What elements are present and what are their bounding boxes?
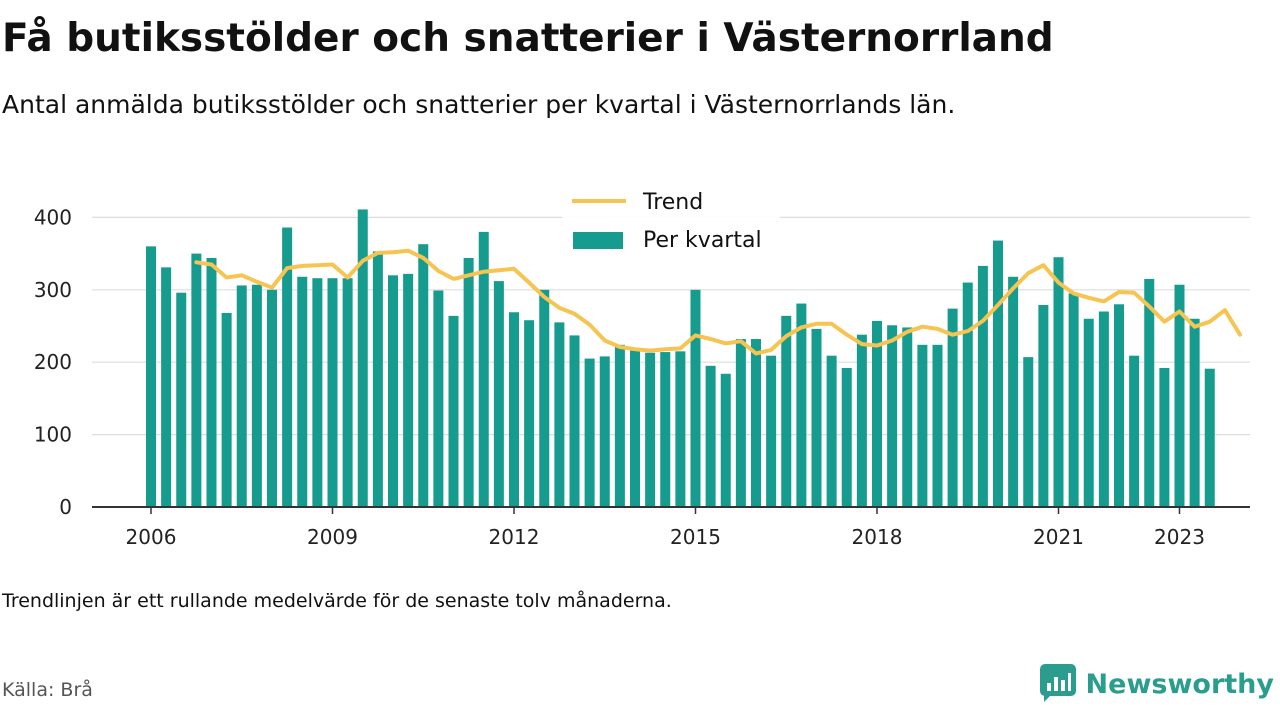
- bar-q52: [917, 344, 928, 507]
- brand-name: Newsworthy: [1085, 668, 1274, 700]
- bar-q15: [357, 209, 368, 507]
- x-tick-label: 2009: [307, 525, 358, 549]
- bar-q8: [251, 284, 262, 507]
- source-label: Källa: Brå: [2, 679, 93, 701]
- bar-q3: [176, 292, 187, 507]
- bar-q41: [751, 339, 761, 507]
- bar-q21: [448, 315, 459, 507]
- bar-q1: [146, 246, 156, 508]
- bar-q30: [584, 358, 595, 507]
- bar-q53: [932, 344, 943, 507]
- bar-q9: [267, 289, 277, 507]
- x-tick-label: 2018: [852, 525, 903, 549]
- bar-q47: [841, 367, 852, 507]
- bar-q54: [947, 308, 958, 507]
- bar-q46: [826, 355, 837, 507]
- bar-q17: [388, 275, 398, 507]
- bar-q18: [403, 273, 414, 507]
- bar-q39: [720, 373, 731, 507]
- bar-q11: [297, 276, 308, 507]
- bar-q37: [690, 289, 701, 507]
- bar-q25: [509, 312, 519, 507]
- legend-bar-swatch: [573, 232, 623, 249]
- bar-q66: [1129, 355, 1140, 507]
- bar-q35: [660, 352, 671, 507]
- bar-q58: [1008, 276, 1019, 507]
- brand-logo: Newsworthy: [1039, 664, 1274, 704]
- bar-q14: [342, 278, 353, 507]
- legend-bar-label: Per kvartal: [643, 228, 762, 253]
- bar-q48: [856, 334, 867, 507]
- bar-q28: [554, 322, 565, 507]
- bar-q49: [872, 320, 882, 507]
- bar-q16: [372, 251, 383, 507]
- x-tick-label: 2023: [1154, 525, 1205, 549]
- bar-q56: [977, 265, 988, 507]
- x-tick-label: 2012: [489, 525, 540, 549]
- bar-q64: [1098, 311, 1109, 507]
- bar-q29: [569, 335, 580, 507]
- bar-q36: [675, 351, 686, 507]
- trend-line: [194, 248, 1242, 356]
- bar-q26: [524, 320, 535, 507]
- bar-q63: [1083, 318, 1094, 507]
- bar-q19: [418, 244, 429, 508]
- bar-q69: [1174, 284, 1185, 507]
- bar-q44: [796, 303, 807, 507]
- y-tick-label: 0: [59, 495, 72, 519]
- x-tick-label: 2021: [1033, 525, 1084, 549]
- bar-q4: [191, 253, 202, 507]
- bar-q42: [766, 355, 777, 507]
- legend-trend-label: Trend: [642, 190, 703, 215]
- bar-q2: [161, 267, 172, 507]
- bar-q12: [312, 278, 323, 507]
- bar-q22: [463, 257, 474, 507]
- bar-q7: [236, 285, 247, 507]
- bar-q32: [614, 344, 625, 507]
- bar-q43: [781, 315, 792, 507]
- x-tick-label: 2015: [670, 525, 721, 549]
- bar-q34: [645, 352, 656, 507]
- chart-area: 0 100 200 300 400 2006 2009 2012 2015 2018 2021 202…: [0, 170, 1280, 560]
- bar-q10: [282, 227, 293, 507]
- bar-q70: [1189, 318, 1200, 507]
- bar-q38: [705, 365, 716, 507]
- bar-q61: [1053, 257, 1064, 507]
- bar-q59: [1023, 357, 1034, 507]
- chart-subtitle: Antal anmälda butiksstölder och snatteri…: [2, 90, 956, 119]
- chart-title: Få butiksstölder och snatterier i Väster…: [2, 16, 1054, 61]
- bar-q40: [735, 339, 746, 507]
- trend-footnote: Trendlinjen är ett rullande medelvärde f…: [2, 590, 672, 612]
- y-tick-label: 200: [34, 350, 72, 374]
- bar-q20: [433, 290, 444, 507]
- bar-q71: [1204, 368, 1215, 507]
- bar-line-chart: 0 100 200 300 400 2006 2009 2012 2015 2018 2021 202…: [34, 184, 1250, 549]
- bar-q31: [599, 356, 610, 507]
- bar-q45: [811, 328, 822, 507]
- bar-q67: [1144, 278, 1155, 507]
- bar-q60: [1038, 305, 1049, 507]
- bar-q51: [902, 327, 913, 507]
- y-tick-label: 300: [34, 278, 72, 302]
- bar-q68: [1159, 367, 1170, 507]
- y-tick-label: 100: [34, 423, 72, 447]
- bar-q62: [1068, 293, 1079, 507]
- bar-q57: [993, 240, 1003, 507]
- bar-q5: [206, 257, 217, 507]
- bar-q55: [962, 282, 973, 507]
- bar-q6: [221, 312, 232, 507]
- bar-q27: [539, 289, 550, 507]
- y-tick-label: 400: [34, 205, 72, 229]
- bar-q50: [887, 325, 898, 507]
- bar-q23: [478, 231, 489, 507]
- bar-q65: [1114, 304, 1124, 507]
- x-tick-label: 2006: [126, 525, 177, 549]
- bar-q13: [327, 278, 338, 507]
- bar-q24: [493, 281, 504, 507]
- bar-q33: [630, 350, 640, 507]
- newsworthy-logo-icon: [1039, 664, 1076, 702]
